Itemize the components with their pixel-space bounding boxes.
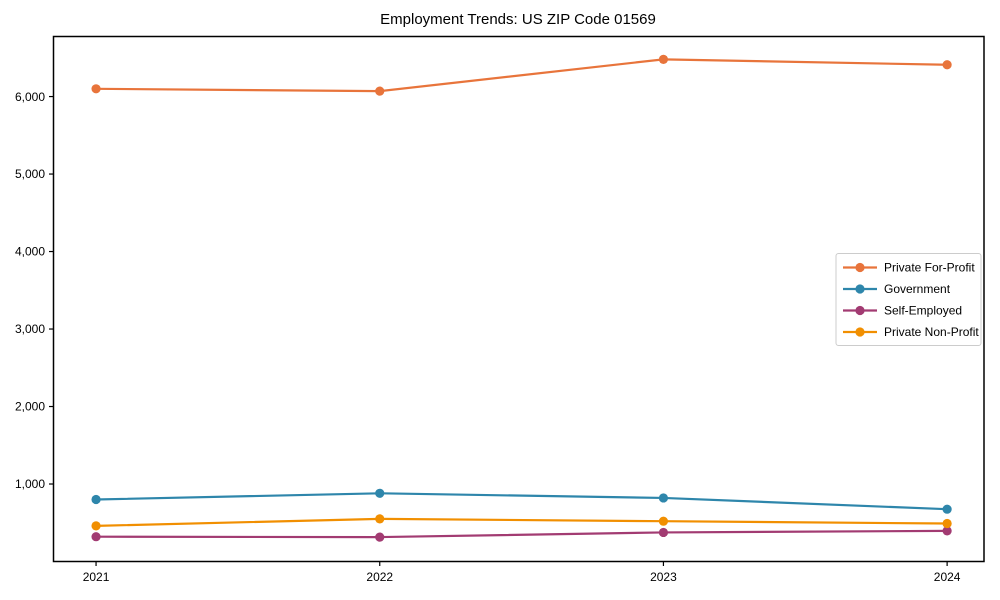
data-point-marker-government (942, 504, 952, 514)
y-axis-tick-label: 6,000 (15, 90, 45, 104)
x-axis-tick-label: 2022 (366, 570, 393, 584)
legend-item-label: Private Non-Profit (884, 325, 979, 339)
y-axis-tick-label: 5,000 (15, 167, 45, 181)
data-point-marker-private-for-profit (942, 60, 952, 70)
y-axis-tick-label: 4,000 (15, 245, 45, 259)
data-point-marker-government (658, 493, 669, 503)
y-axis-tick-label: 2,000 (15, 400, 45, 414)
x-axis-tick-label: 2024 (934, 570, 961, 584)
legend-marker-icon (855, 327, 865, 337)
chart-title: Employment Trends: US ZIP Code 01569 (380, 11, 656, 28)
legend-item: Self-Employed (843, 304, 962, 318)
data-point-marker-private-for-profit (375, 86, 385, 96)
legend-item: Private Non-Profit (843, 325, 979, 339)
plot-area: 1,000 2,000 3,000 4,000 5,000 6,000 2021 2022 20… (15, 35, 985, 584)
data-point-marker-private-for-profit (658, 54, 669, 64)
x-axis-tick-label: 2023 (650, 570, 677, 584)
legend-item-label: Government (884, 282, 951, 296)
legend-marker-icon (855, 262, 865, 273)
plot-border (52, 35, 985, 563)
series-line-private-non-profit (96, 517, 948, 527)
data-point-marker-self-employed (91, 532, 101, 542)
data-point-marker-self-employed (375, 532, 385, 542)
legend-item-label: Self-Employed (884, 304, 962, 318)
data-point-marker-self-employed (658, 527, 669, 538)
legend-marker-icon (855, 284, 865, 294)
legend-box (835, 253, 982, 346)
data-point-marker-private-non-profit (942, 518, 952, 529)
series-line-self-employed (96, 529, 948, 539)
legend-item: Private For-Profit (843, 261, 975, 275)
legend: Private For-Profit Government Self-Employe… (835, 253, 982, 346)
data-point-marker-private-for-profit (91, 84, 101, 94)
y-axis-tick-label: 1,000 (15, 477, 45, 491)
legend-item-label: Private For-Profit (884, 261, 975, 275)
data-point-marker-private-non-profit (91, 521, 101, 531)
data-point-marker-government (91, 494, 101, 505)
data-point-marker-self-employed (942, 526, 952, 536)
data-point-marker-private-non-profit (375, 514, 385, 524)
y-axis-tick-label: 3,000 (15, 322, 45, 336)
x-axis-tick-label: 2021 (83, 570, 110, 584)
series-line-private-for-profit (96, 58, 948, 93)
legend-item: Government (843, 282, 951, 296)
data-point-marker-government (375, 488, 385, 498)
data-point-marker-private-non-profit (658, 516, 669, 526)
legend-marker-icon (855, 305, 865, 316)
series-line-government (96, 492, 948, 511)
